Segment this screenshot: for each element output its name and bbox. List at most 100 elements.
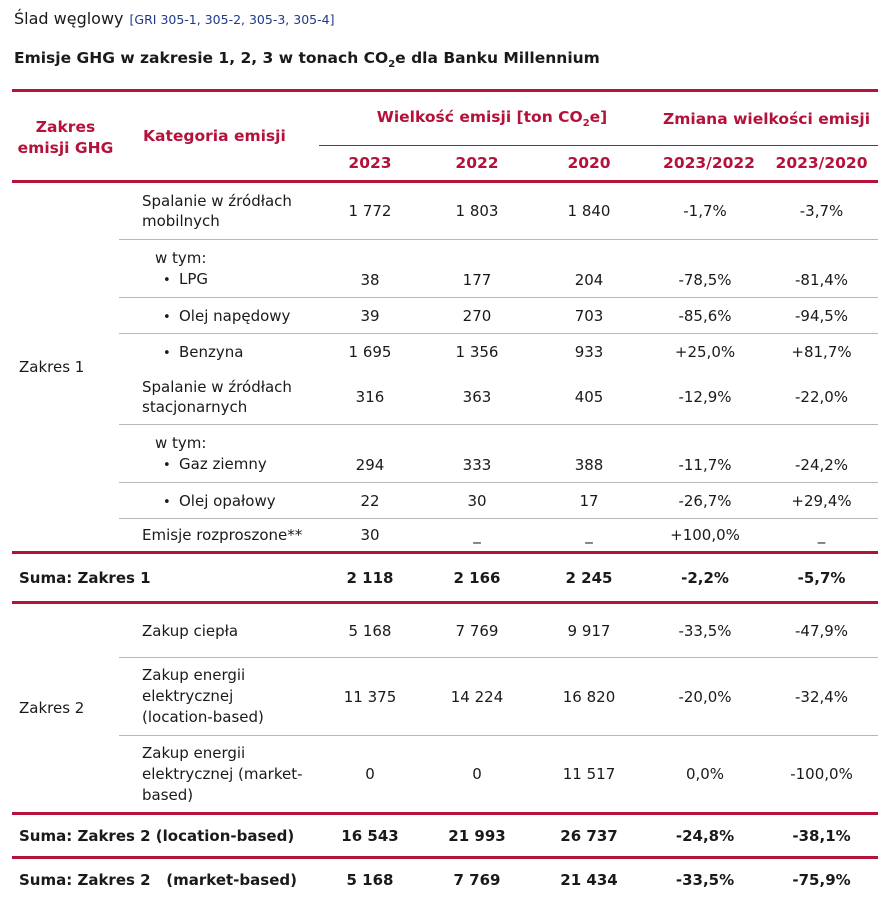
- value-2022: 7 769: [421, 601, 533, 658]
- category-label: Gaz ziemny: [155, 454, 319, 476]
- sum-value-2022: 7 769: [421, 856, 533, 902]
- table-row: Zakup energii elektrycznej (location-bas…: [12, 657, 879, 736]
- value-2023: 0: [319, 735, 421, 814]
- value-2023: 30: [319, 518, 421, 553]
- sum-value-2020: 2 245: [533, 551, 646, 603]
- category-cell: Benzyna: [119, 333, 319, 370]
- category-cell: Olej opałowy: [119, 482, 319, 519]
- table-row: w tym: Gaz ziemny 294 333 388 -11,7% -24,…: [12, 424, 879, 483]
- header-year-2022: 2022: [455, 154, 499, 172]
- sum-change-2023-2020: -38,1%: [765, 812, 879, 858]
- sum-value-2022: 2 166: [421, 551, 533, 603]
- header-row-1: Zakres emisji GHG Kategoria emisji Wielk…: [12, 89, 879, 182]
- value-2022: 177: [421, 239, 533, 298]
- section-title: Ślad węglowy [GRI 305-1, 305-2, 305-3, 30…: [14, 9, 334, 28]
- change-2023-2020: -81,4%: [765, 239, 879, 298]
- change-2023-2020: -47,9%: [765, 601, 879, 658]
- value-2022: 0: [421, 735, 533, 814]
- value-2020: 1 840: [533, 180, 646, 240]
- scope1-label: Zakres 1: [12, 180, 119, 553]
- value-2020: 9 917: [533, 601, 646, 658]
- value-2020: 388: [533, 424, 646, 483]
- header-category: Kategoria emisji: [119, 89, 319, 182]
- sum-label: Suma: Zakres 2 (market-based): [12, 856, 319, 902]
- sum-row-scope2-market: Suma: Zakres 2 (market-based) 5 168 7 76…: [12, 856, 879, 902]
- sum-value-2020: 21 434: [533, 856, 646, 902]
- header-volume-pre: Wielkość emisji [ton CO: [376, 107, 583, 126]
- change-2023-2020: -3,7%: [765, 180, 879, 240]
- category-label: Benzyna: [155, 343, 243, 361]
- change-2023-2022: -85,6%: [645, 297, 766, 334]
- table-row: Spalanie w źródłach stacjonarnych 316 36…: [12, 370, 878, 425]
- table-subtitle: Emisje GHG w zakresie 1, 2, 3 w tonach C…: [14, 49, 600, 70]
- change-2023-2022: -33,5%: [645, 601, 766, 658]
- title-text: Ślad węglowy: [14, 9, 124, 28]
- change-2023-2020: _: [765, 518, 879, 553]
- value-2020: _: [533, 518, 646, 553]
- emissions-table-container: Zakres emisji GHG Kategoria emisji Wielk…: [12, 89, 879, 902]
- subtitle-post: e dla Banku Millennium: [395, 49, 600, 67]
- category-cell: Spalanie w źródłach mobilnych: [119, 180, 319, 240]
- category-cell: Zakup ciepła: [119, 601, 319, 658]
- change-2023-2020: -100,0%: [765, 735, 879, 814]
- header-year-2023: 2023: [348, 154, 392, 172]
- sum-change-2023-2022: -24,8%: [645, 812, 766, 858]
- sum-change-2023-2022: -2,2%: [645, 551, 766, 603]
- sum-label: Suma: Zakres 1: [12, 551, 319, 603]
- header-volume: Wielkość emisji [ton CO2e]: [319, 89, 646, 146]
- category-cell: Zakup energii elektrycznej (market-based…: [119, 735, 319, 814]
- table-row: Benzyna 1 695 1 356 933 +25,0% +81,7%: [12, 333, 879, 370]
- category-cell: Spalanie w źródłach stacjonarnych: [142, 377, 292, 416]
- value-2020: 16 820: [533, 657, 646, 736]
- change-2023-2022: -11,7%: [645, 424, 766, 483]
- sum-value-2020: 26 737: [533, 812, 646, 858]
- wtym-label: w tym:: [155, 249, 207, 267]
- value-2020: 405: [574, 387, 604, 406]
- change-2023-2022: -26,7%: [645, 482, 766, 519]
- sum-value-2023: 16 543: [319, 812, 421, 858]
- sum-value-2023: 5 168: [319, 856, 421, 902]
- value-2020: 204: [533, 239, 646, 298]
- table-row: Zakres 2 Zakup ciepła 5 168 7 769 9 917 …: [12, 601, 879, 814]
- category-label: Olej napędowy: [155, 307, 290, 325]
- value-2023: 11 375: [319, 657, 421, 736]
- value-2023: 38: [319, 239, 421, 298]
- sum-value-2023: 2 118: [319, 551, 421, 603]
- category-cell: Emisje rozproszone**: [119, 518, 319, 553]
- table-row: Zakup energii elektrycznej (market-based…: [12, 735, 879, 814]
- header-row-2: 2023 2022 2020 2023/2022 2023/2020: [12, 146, 878, 182]
- table-row: Emisje rozproszone** 30 _ _ +100,0% _: [12, 518, 879, 553]
- value-2023: 22: [319, 482, 421, 519]
- emissions-table: Zakres emisji GHG Kategoria emisji Wielk…: [12, 89, 879, 902]
- sum-change-2023-2022: -33,5%: [645, 856, 766, 902]
- value-2022: 14 224: [421, 657, 533, 736]
- gri-reference: [GRI 305-1, 305-2, 305-3, 305-4]: [129, 12, 335, 27]
- subtitle-sub: 2: [388, 59, 396, 71]
- table-row: w tym: LPG 38 177 204 -78,5% -81,4%: [12, 239, 879, 298]
- sum-change-2023-2020: -5,7%: [765, 551, 879, 603]
- header-change-2023-2022: 2023/2022: [663, 154, 755, 172]
- scope2-label: Zakres 2: [12, 601, 119, 814]
- subtitle-pre: Emisje GHG w zakresie 1, 2, 3 w tonach C…: [14, 49, 389, 67]
- change-2023-2020: -94,5%: [765, 297, 879, 334]
- sum-row-scope1: Suma: Zakres 1 2 118 2 166 2 245 -2,2% -…: [12, 551, 879, 603]
- change-2023-2022: -12,9%: [678, 387, 732, 406]
- value-2023: 316: [355, 387, 385, 406]
- change-2023-2020: -32,4%: [765, 657, 879, 736]
- value-2020: 933: [533, 333, 646, 370]
- value-2023: 39: [319, 297, 421, 334]
- table-row: Olej opałowy 22 30 17 -26,7% +29,4%: [12, 482, 879, 519]
- change-2023-2020: -22,0%: [794, 387, 849, 406]
- table-row: Olej napędowy 39 270 703 -85,6% -94,5%: [12, 297, 879, 334]
- value-2022: 1 356: [421, 333, 533, 370]
- category-label: LPG: [155, 269, 319, 291]
- change-2023-2022: -20,0%: [645, 657, 766, 736]
- header-year-2020: 2020: [567, 154, 611, 172]
- wtym-label: w tym:: [155, 434, 207, 452]
- value-2022: 363: [462, 387, 492, 406]
- category-cell: w tym: LPG: [119, 239, 319, 298]
- category-cell: Olej napędowy: [119, 297, 319, 334]
- change-2023-2020: +29,4%: [765, 482, 879, 519]
- change-2023-2020: +81,7%: [765, 333, 879, 370]
- sum-row-scope2-location: Suma: Zakres 2 (location-based) 16 543 2…: [12, 812, 879, 858]
